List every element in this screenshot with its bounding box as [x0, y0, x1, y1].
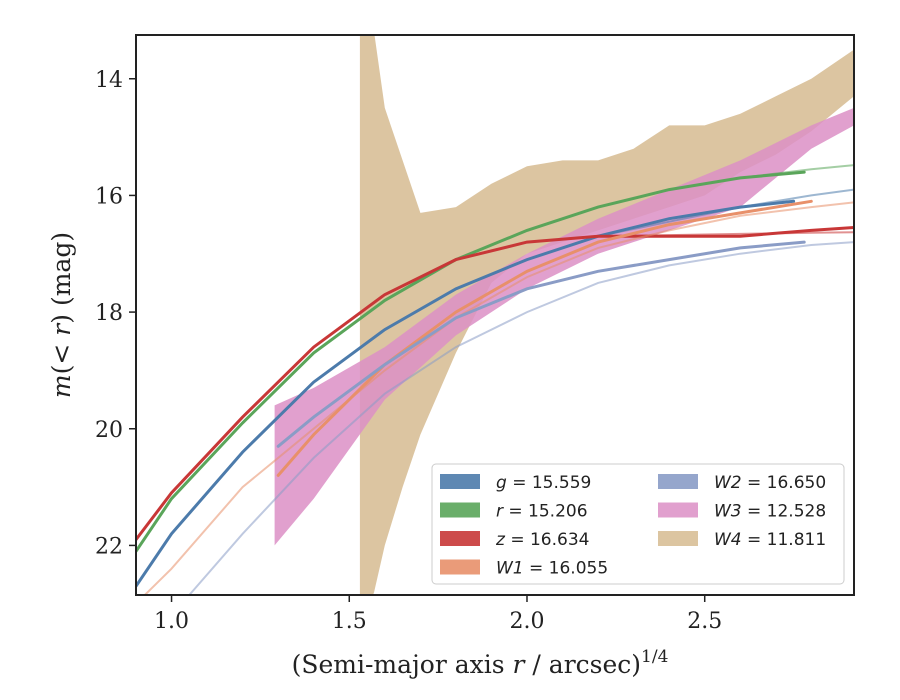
- legend-label-w4: W4 = 11.811: [714, 530, 826, 550]
- x-tick-label: 1.5: [332, 609, 367, 634]
- legend: g = 15.559 r = 15.206 z = 16.634 W1 = 16.05…: [431, 463, 845, 585]
- y-axis-label: m(< r) (mag): [47, 232, 76, 398]
- series-line-g: [136, 199, 796, 588]
- x-tick-label: 2.0: [509, 609, 544, 634]
- y-tick-label: 16: [95, 184, 123, 209]
- legend-swatch-g: [440, 474, 480, 489]
- legend-swatch-w4: [658, 531, 698, 546]
- series-line-z: [136, 226, 854, 542]
- y-tick-label: 14: [95, 68, 123, 93]
- legend-label-w2: W2 = 16.650: [714, 473, 826, 493]
- x-tick-label: 1.0: [154, 609, 189, 634]
- series-fit-w1: [143, 201, 854, 595]
- legend-label-r: r = 15.206: [496, 502, 588, 522]
- y-tick-label: 20: [95, 418, 123, 443]
- series-line-w1: [276, 199, 813, 477]
- legend-label-z: z = 16.634: [495, 530, 589, 550]
- series-fit-w2: [188, 241, 854, 595]
- y-tick-label: 22: [95, 534, 123, 559]
- legend-swatch-z: [440, 531, 480, 546]
- legend-label-w1: W1 = 16.055: [496, 559, 608, 579]
- plot-frame: [135, 34, 855, 596]
- legend-label-g: g = 15.559: [496, 473, 591, 493]
- legend-swatch-w2: [658, 474, 698, 489]
- series-line-w2: [276, 240, 806, 448]
- legend-swatch-r: [440, 502, 480, 518]
- x-axis: 1.0 1.5 2.0 2.5: [154, 595, 722, 634]
- y-tick-label: 18: [95, 301, 123, 326]
- plot-area: [136, 35, 854, 595]
- legend-swatch-w1: [440, 559, 480, 575]
- legend-swatch-w3: [658, 502, 698, 518]
- x-axis-label: (Semi-major axis r / arcsec)1/4: [292, 647, 669, 679]
- legend-box: [431, 463, 845, 585]
- y-axis: 14 16 18 20 22: [95, 68, 136, 559]
- legend-label-w3: W3 = 12.528: [714, 502, 826, 522]
- x-tick-label: 2.5: [687, 609, 722, 634]
